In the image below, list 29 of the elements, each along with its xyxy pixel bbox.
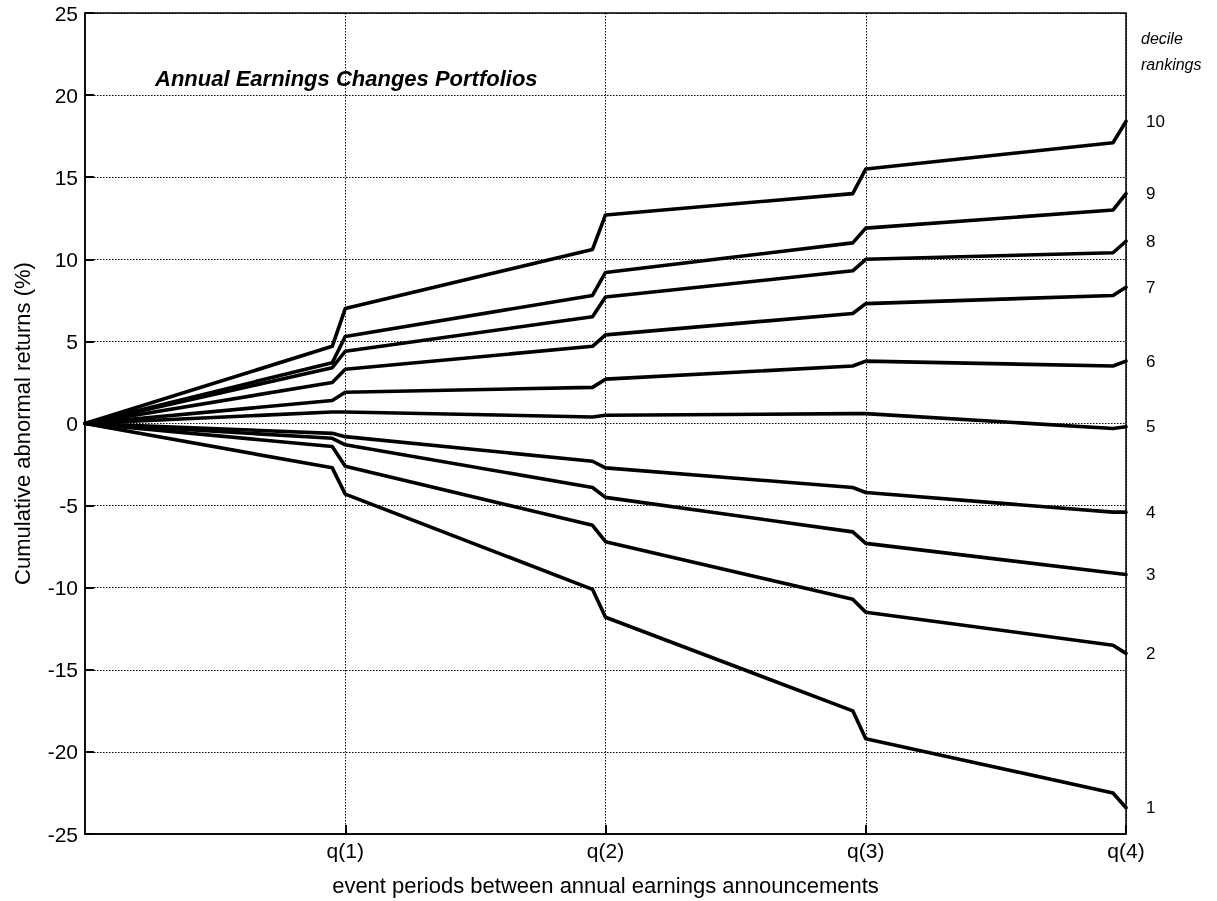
series-label: 9 [1146, 184, 1156, 204]
y-tick-label: -20 [47, 740, 78, 764]
x-tick-label: q(3) [847, 839, 885, 862]
y-tick-label: -5 [59, 494, 78, 518]
y-tick-label: -10 [47, 576, 78, 600]
y-tick-label: 20 [54, 83, 78, 107]
series-label: 4 [1146, 502, 1156, 522]
legend-title: decile rankings [1141, 29, 1202, 73]
text: Annual Earnings Changes Portfolios [154, 65, 538, 91]
series-label: 3 [1146, 565, 1156, 585]
x-axis-title: event periods between annual earnings announcements [332, 872, 879, 898]
x-tick-label: q(1) [326, 839, 364, 862]
series-label: 2 [1146, 643, 1156, 663]
y-tick-label: -15 [47, 658, 78, 682]
series-label: 7 [1146, 277, 1156, 297]
series-label: 10 [1146, 111, 1165, 131]
y-tick-label: -25 [47, 822, 78, 846]
y-tick-label: 25 [54, 1, 78, 25]
series-label: 6 [1146, 351, 1156, 371]
x-tick-label: q(4) [1107, 839, 1145, 862]
y-tick-label: 5 [66, 329, 78, 353]
y-axis-title: Cumulative abnormal returns (%) [9, 262, 35, 585]
series-label: 5 [1146, 417, 1156, 437]
y-tick-label: 15 [54, 165, 78, 189]
y-tick-label: 0 [66, 412, 78, 435]
series-label: 1 [1146, 798, 1156, 818]
y-tick-label: 10 [54, 247, 78, 271]
x-tick-label: q(2) [586, 839, 625, 862]
series-label: 8 [1146, 231, 1156, 251]
